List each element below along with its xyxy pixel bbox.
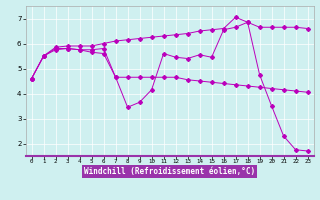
X-axis label: Windchill (Refroidissement éolien,°C): Windchill (Refroidissement éolien,°C)	[84, 167, 255, 176]
